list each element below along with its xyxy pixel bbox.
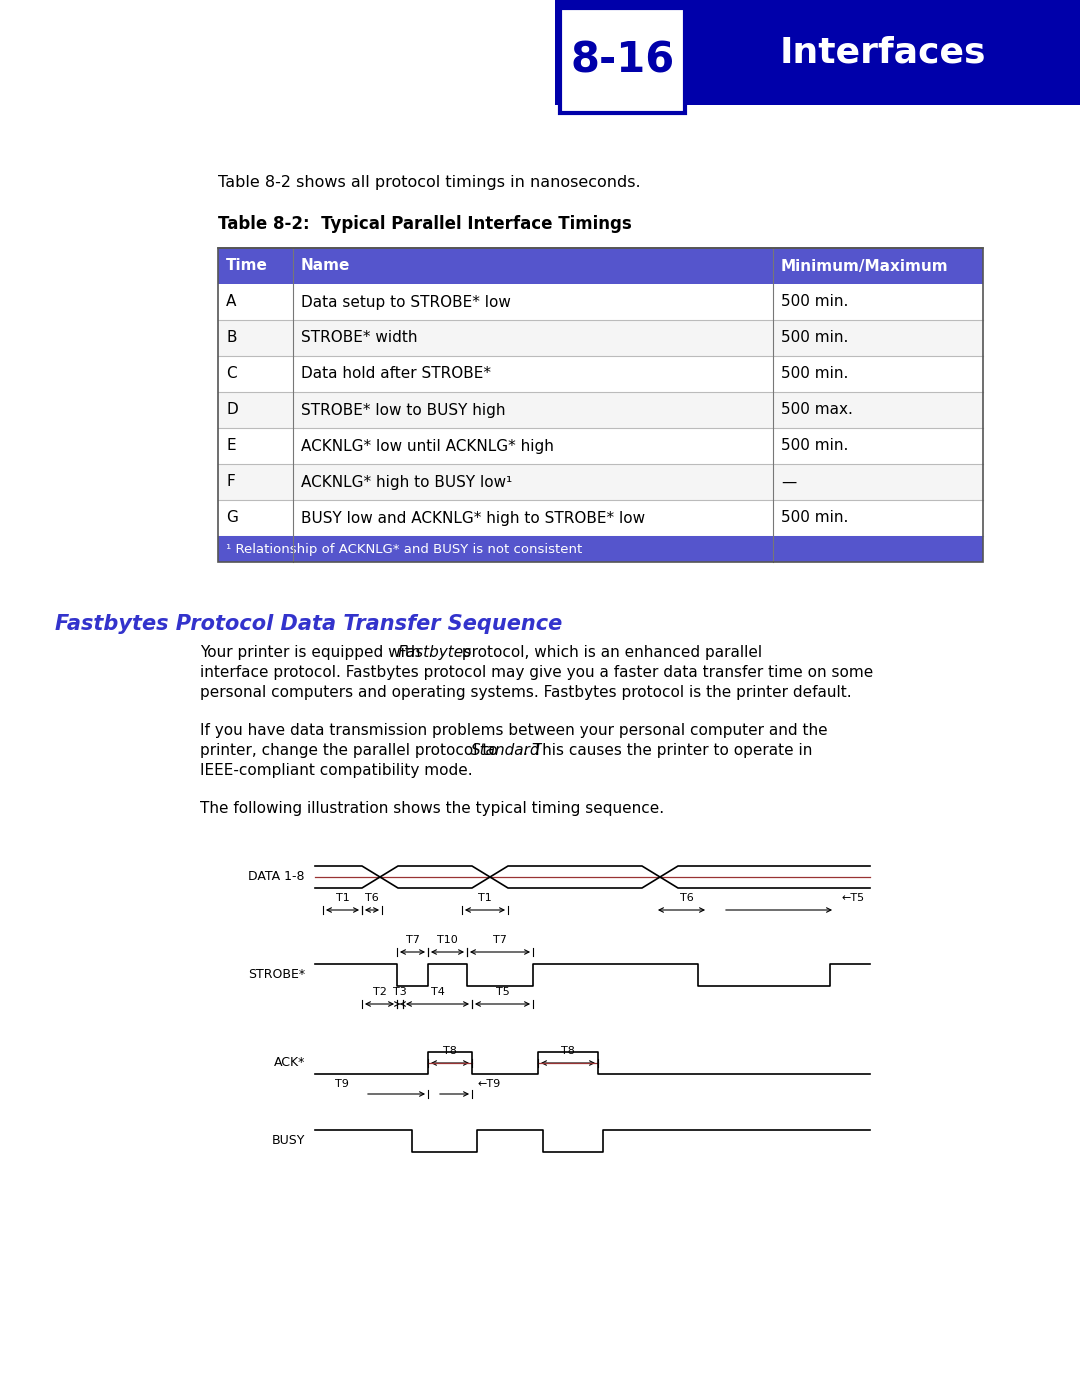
- Bar: [218, 356, 983, 393]
- Text: 500 min.: 500 min.: [781, 439, 849, 454]
- Bar: [555, 0, 1080, 105]
- Text: BUSY low and ACKNLG* high to STROBE* low: BUSY low and ACKNLG* high to STROBE* low: [301, 510, 645, 525]
- Text: Table 8-2 shows all protocol timings in nanoseconds.: Table 8-2 shows all protocol timings in …: [218, 175, 640, 190]
- Text: 500 max.: 500 max.: [781, 402, 853, 418]
- Text: 500 min.: 500 min.: [781, 331, 849, 345]
- Bar: [218, 464, 983, 500]
- Text: T5: T5: [496, 988, 510, 997]
- Text: E: E: [226, 439, 235, 454]
- Text: T1: T1: [336, 893, 349, 902]
- Text: ACKNLG* low until ACKNLG* high: ACKNLG* low until ACKNLG* high: [301, 439, 554, 454]
- Text: interface protocol. Fastbytes protocol may give you a faster data transfer time : interface protocol. Fastbytes protocol m…: [200, 665, 874, 680]
- Text: STROBE* low to BUSY high: STROBE* low to BUSY high: [301, 402, 505, 418]
- Text: Data hold after STROBE*: Data hold after STROBE*: [301, 366, 491, 381]
- Text: Time: Time: [226, 258, 268, 274]
- Bar: [218, 393, 983, 427]
- Text: C: C: [226, 366, 237, 381]
- Bar: [218, 249, 983, 284]
- Bar: [218, 536, 983, 562]
- Text: Standard: Standard: [471, 743, 540, 759]
- Text: —: —: [781, 475, 796, 489]
- Text: T2: T2: [373, 988, 387, 997]
- Text: IEEE-compliant compatibility mode.: IEEE-compliant compatibility mode.: [200, 763, 473, 778]
- Text: F: F: [226, 475, 234, 489]
- Text: T8: T8: [443, 1046, 457, 1056]
- Text: T6: T6: [365, 893, 379, 902]
- Text: STROBE* width: STROBE* width: [301, 331, 418, 345]
- Text: T9: T9: [335, 1078, 349, 1090]
- Text: ¹ Relationship of ACKNLG* and BUSY is not consistent: ¹ Relationship of ACKNLG* and BUSY is no…: [226, 542, 582, 556]
- Text: The following illustration shows the typical timing sequence.: The following illustration shows the typ…: [200, 800, 664, 816]
- Text: T6: T6: [679, 893, 693, 902]
- Text: Interfaces: Interfaces: [780, 35, 986, 70]
- Text: T10: T10: [437, 935, 458, 944]
- Text: protocol, which is an enhanced parallel: protocol, which is an enhanced parallel: [458, 645, 762, 659]
- Text: ACKNLG* high to BUSY low¹: ACKNLG* high to BUSY low¹: [301, 475, 512, 489]
- Text: ACK*: ACK*: [273, 1056, 305, 1070]
- Text: T4: T4: [431, 988, 445, 997]
- Text: T7: T7: [406, 935, 419, 944]
- Text: STROBE*: STROBE*: [248, 968, 305, 982]
- Text: If you have data transmission problems between your personal computer and the: If you have data transmission problems b…: [200, 724, 827, 738]
- Text: T7: T7: [494, 935, 507, 944]
- Text: ←T5: ←T5: [842, 893, 865, 902]
- Text: 8-16: 8-16: [570, 39, 675, 81]
- Text: 500 min.: 500 min.: [781, 510, 849, 525]
- Text: Fastbytes: Fastbytes: [399, 645, 472, 659]
- Text: Fastbytes Protocol Data Transfer Sequence: Fastbytes Protocol Data Transfer Sequenc…: [55, 615, 563, 634]
- Bar: [561, 8, 685, 113]
- Text: BUSY: BUSY: [272, 1134, 305, 1147]
- Text: 500 min.: 500 min.: [781, 295, 849, 310]
- Text: personal computers and operating systems. Fastbytes protocol is the printer defa: personal computers and operating systems…: [200, 685, 852, 700]
- Bar: [218, 320, 983, 356]
- Text: Minimum/Maximum: Minimum/Maximum: [781, 258, 948, 274]
- Text: Table 8-2:  Typical Parallel Interface Timings: Table 8-2: Typical Parallel Interface Ti…: [218, 215, 632, 233]
- Text: T3: T3: [393, 988, 407, 997]
- Text: printer, change the parallel protocol to: printer, change the parallel protocol to: [200, 743, 502, 759]
- Text: Data setup to STROBE* low: Data setup to STROBE* low: [301, 295, 511, 310]
- Text: A: A: [226, 295, 237, 310]
- Bar: [218, 500, 983, 536]
- Text: ←T9: ←T9: [477, 1078, 500, 1090]
- Text: B: B: [226, 331, 237, 345]
- Text: G: G: [226, 510, 238, 525]
- Text: Your printer is equipped with: Your printer is equipped with: [200, 645, 426, 659]
- Bar: [218, 427, 983, 464]
- Text: DATA 1-8: DATA 1-8: [248, 870, 305, 883]
- Text: 500 min.: 500 min.: [781, 366, 849, 381]
- Bar: [218, 284, 983, 320]
- Text: T8: T8: [562, 1046, 575, 1056]
- Text: Name: Name: [301, 258, 350, 274]
- Text: T1: T1: [478, 893, 491, 902]
- Bar: [218, 249, 983, 562]
- Text: . This causes the printer to operate in: . This causes the printer to operate in: [524, 743, 813, 759]
- Text: D: D: [226, 402, 238, 418]
